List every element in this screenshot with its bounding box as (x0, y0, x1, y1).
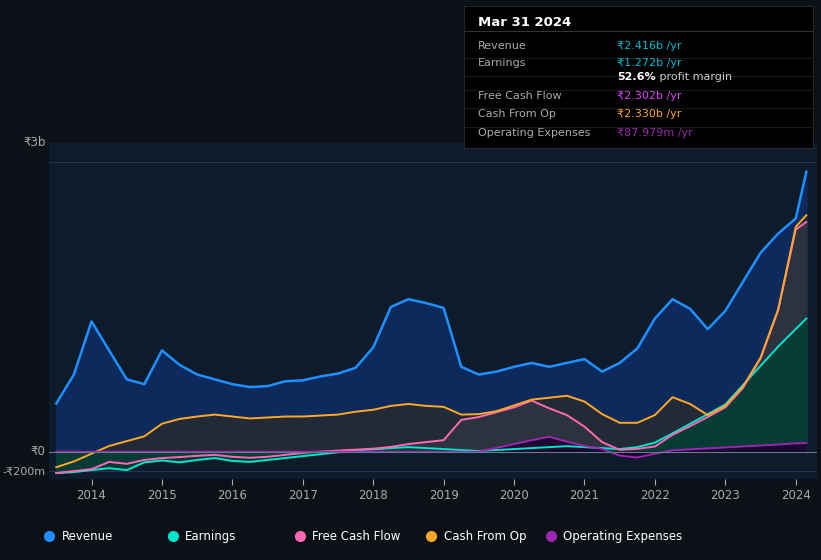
Text: Operating Expenses: Operating Expenses (478, 128, 590, 138)
Text: Cash From Op: Cash From Op (443, 530, 526, 543)
Text: profit margin: profit margin (656, 72, 732, 82)
Text: Mar 31 2024: Mar 31 2024 (478, 16, 571, 29)
Text: ₹2.416b /yr: ₹2.416b /yr (617, 40, 682, 50)
Text: Revenue: Revenue (62, 530, 113, 543)
Text: ₹1.272b /yr: ₹1.272b /yr (617, 58, 682, 68)
Text: Revenue: Revenue (478, 40, 526, 50)
Text: ₹2.330b /yr: ₹2.330b /yr (617, 109, 681, 119)
Text: ₹2.302b /yr: ₹2.302b /yr (617, 91, 682, 101)
Text: Earnings: Earnings (186, 530, 236, 543)
Text: Operating Expenses: Operating Expenses (563, 530, 682, 543)
Text: 52.6%: 52.6% (617, 72, 656, 82)
Text: ₹3b: ₹3b (23, 136, 45, 148)
Text: Earnings: Earnings (478, 58, 526, 68)
Text: ₹87.979m /yr: ₹87.979m /yr (617, 128, 693, 138)
Text: Cash From Op: Cash From Op (478, 109, 556, 119)
Text: -₹200m: -₹200m (2, 466, 45, 476)
Text: Free Cash Flow: Free Cash Flow (313, 530, 401, 543)
Text: Free Cash Flow: Free Cash Flow (478, 91, 562, 101)
Text: ₹0: ₹0 (30, 445, 45, 458)
